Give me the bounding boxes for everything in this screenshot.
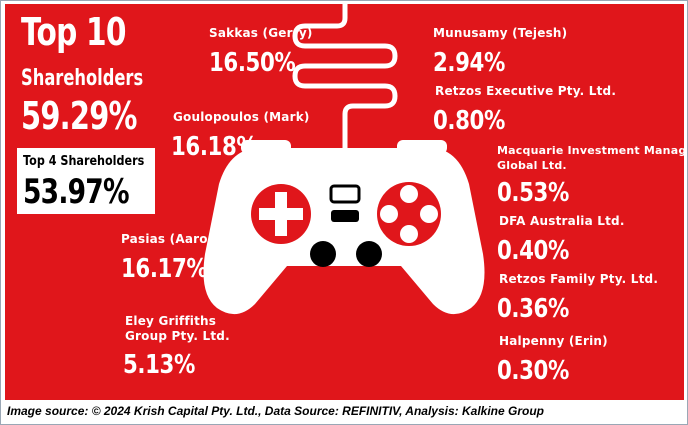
infographic-poster: Top 10 Shareholders 59.29% Top 4 Shareho… — [5, 4, 684, 400]
shareholder-name-7b: Global Ltd. — [497, 159, 567, 172]
shareholder-name-3: Pasias (Aaron) — [121, 232, 223, 246]
select-button — [329, 184, 361, 204]
start-button — [331, 210, 359, 222]
game-controller-icon — [203, 4, 485, 315]
right-thumbstick — [356, 241, 382, 267]
shareholder-value-6: 0.80% — [433, 106, 505, 136]
shareholder-name-2: Goulopoulos (Mark) — [173, 110, 310, 124]
shareholder-value-9: 0.36% — [497, 294, 569, 324]
shareholder-name-1: Sakkas (Gerry) — [209, 26, 313, 40]
shareholder-value-10: 0.30% — [497, 356, 569, 386]
top4-box: Top 4 Shareholders 53.97% — [17, 148, 155, 214]
headline-subtitle: Shareholders — [21, 66, 144, 91]
button-top — [400, 185, 418, 203]
shareholder-name-4a: Eley Griffiths — [125, 314, 217, 328]
shareholder-name-4b: Group Pty. Ltd. — [125, 329, 230, 343]
button-bottom — [400, 225, 418, 243]
top4-total: 53.97% — [23, 172, 130, 212]
image-source-caption: Image source: © 2024 Krish Capital Pty. … — [7, 404, 544, 418]
shareholder-value-8: 0.40% — [497, 236, 569, 266]
shareholder-value-3: 16.17% — [121, 254, 208, 284]
shareholder-value-1: 16.50% — [209, 48, 296, 78]
shareholder-value-5: 2.94% — [433, 48, 505, 78]
dpad-icon — [259, 192, 303, 236]
top4-label: Top 4 Shareholders — [23, 154, 145, 169]
top10-total: 59.29% — [21, 94, 137, 138]
buttons-base — [377, 182, 441, 246]
shareholder-name-8: DFA Australia Ltd. — [499, 214, 625, 228]
button-left — [380, 205, 398, 223]
shareholder-value-4: 5.13% — [123, 350, 195, 380]
left-thumbstick — [310, 241, 336, 267]
controller-cable — [292, 4, 398, 167]
shareholder-value-7: 0.53% — [497, 178, 569, 208]
button-right — [420, 205, 438, 223]
shareholder-name-9: Retzos Family Pty. Ltd. — [499, 272, 659, 286]
controller-body — [203, 147, 485, 315]
shareholder-name-5: Munusamy (Tejesh) — [433, 26, 568, 40]
shareholder-value-2: 16.18% — [171, 132, 258, 162]
shareholder-name-7a: Macquarie Investment Management — [497, 144, 684, 157]
headline-title: Top 10 — [21, 10, 127, 54]
shareholder-name-10: Halpenny (Erin) — [499, 334, 608, 348]
shareholder-name-6: Retzos Executive Pty. Ltd. — [435, 84, 617, 98]
